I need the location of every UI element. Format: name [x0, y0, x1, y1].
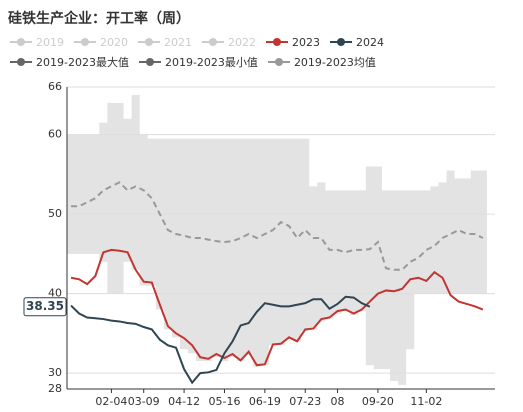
x-tick-label: 04-12	[168, 395, 200, 408]
y-tick-label: 30	[48, 366, 62, 379]
y-tick-label: 66	[48, 80, 62, 93]
legend-item[interactable]: 2022	[202, 34, 256, 50]
x-tick-label: 08	[331, 395, 345, 408]
legend-icon	[10, 38, 32, 46]
legend-item[interactable]: 2023	[266, 34, 320, 50]
pointer-label: 38.35	[26, 299, 64, 313]
legend-label: 2021	[164, 35, 192, 49]
x-tick-label: 02-04	[95, 395, 127, 408]
x-tick-label: 05-16	[208, 395, 240, 408]
chart-title: 硅铁生产企业：开工率（周）	[8, 11, 190, 27]
legend-item[interactable]: 2019-2023最小值	[138, 54, 258, 70]
legend-icon	[266, 38, 288, 46]
y-tick-label: 50	[48, 207, 62, 220]
x-tick-label: 07-23	[289, 395, 321, 408]
y-tick-label: 40	[48, 287, 62, 300]
legend-icon	[267, 58, 290, 66]
x-tick-label: 03-09	[128, 395, 160, 408]
legend-icon	[138, 38, 160, 46]
legend-label: 2023	[292, 35, 320, 49]
series-line	[70, 295, 371, 385]
legend-icon	[330, 38, 352, 46]
y-tick-label: 60	[48, 128, 62, 141]
legend-label: 2022	[228, 35, 256, 49]
legend-item[interactable]: 2021	[138, 34, 192, 50]
legend-icon	[202, 38, 224, 46]
legend-label: 2024	[356, 35, 384, 49]
x-tick-label: 09-20	[362, 395, 394, 408]
legend-label: 2019	[36, 35, 64, 49]
legend-item[interactable]: 2024	[330, 34, 384, 50]
legend-item[interactable]: 2020	[74, 34, 128, 50]
pointer-box	[23, 297, 67, 317]
legend-item[interactable]: 2019	[10, 34, 64, 50]
x-tick-label: 06-19	[249, 395, 281, 408]
legend-item[interactable]: 2019-2023均值	[267, 54, 376, 70]
legend-icon	[10, 58, 32, 66]
legend-icon	[138, 58, 161, 66]
legend-label: 2019-2023均值	[293, 56, 376, 69]
series-line	[71, 181, 484, 271]
range-band	[67, 94, 487, 386]
series-line	[70, 248, 484, 367]
legend-item[interactable]: 2019-2023最大值	[10, 54, 129, 70]
x-tick-label: 11-02	[410, 395, 442, 408]
legend-label: 2020	[100, 35, 128, 49]
legend-label: 2019-2023最小值	[164, 56, 258, 69]
y-tick-label: 28	[48, 382, 62, 395]
legend-label: 2019-2023最大值	[36, 56, 129, 69]
legend-icon	[74, 38, 96, 46]
legend: 2019 2020 2021 2022 2023 2024 2019-2023最大值 2019…	[10, 34, 515, 70]
